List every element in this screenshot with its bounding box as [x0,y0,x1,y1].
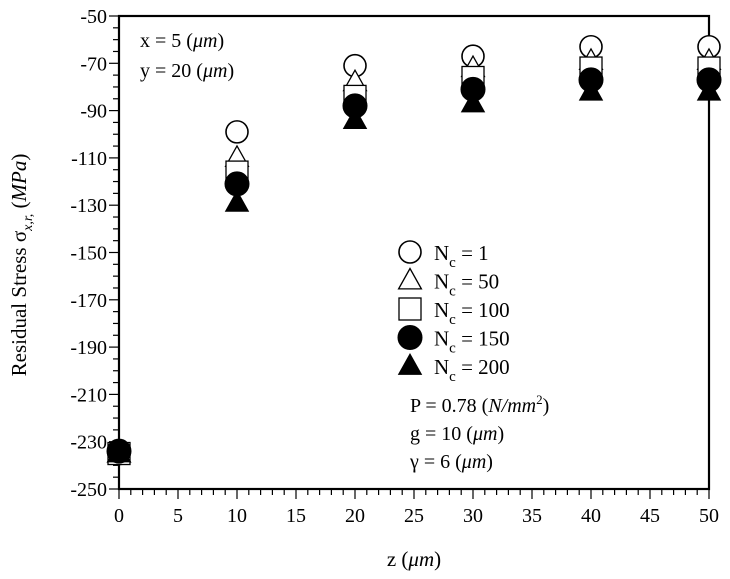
legend-item: Nc = 200 [397,352,510,385]
data-point-triangle-filled [460,90,486,113]
legend-label: Nc = 100 [434,298,510,328]
x-tick-label: 10 [227,505,247,527]
legend-label: Nc = 200 [434,355,510,385]
data-point-triangle-filled [106,440,132,463]
x-tick-label: 20 [345,505,365,527]
legend-label: Nc = 150 [434,327,510,357]
data-series [106,34,722,466]
x-axis-title: z (μm) [387,547,441,571]
legend-marker-circle-open [398,240,422,264]
y-tick-label: -130 [70,195,107,217]
x-tick-label: 0 [114,505,124,527]
y-tick-label: -170 [70,290,107,312]
x-axis-tick-labels: 0 5 10 15 20 25 30 35 40 45 50 [114,505,719,527]
x-tick-label: 5 [173,505,183,527]
y-tick-label: -190 [70,337,107,359]
x-tick-label: 15 [286,505,306,527]
y-axis-title: Residual Stress σx,r, (MPa) [7,154,36,377]
data-point-triangle-filled [224,189,250,212]
legend-label: Nc = 1 [434,241,489,271]
series-triangle-filled [106,78,722,463]
y-tick-label: -230 [70,432,107,454]
x-tick-label: 45 [640,505,660,527]
axes [109,14,711,499]
legend-marker-square-open [398,297,422,321]
x-tick-label: 40 [581,505,601,527]
position-annotation-line: y = 20 (μm) [140,60,234,82]
data-point-circle-open [225,120,249,144]
legend-label: Nc = 50 [434,270,499,300]
parameter-line: γ = 6 (μm) [409,451,493,473]
data-point-triangle-filled [578,78,604,101]
parameter-line: P = 0.78 (N/mm2) [410,392,549,417]
legend-marker-triangle-filled [397,352,423,375]
x-tick-label: 50 [699,505,719,527]
y-tick-label: -250 [70,479,107,501]
y-tick-label: -110 [71,148,107,170]
y-axis-tick-labels: -50 -70 -90 -110 -130 -150 -170 -190 -210 -230 -25… [70,6,107,501]
y-tick-label: -50 [80,6,107,28]
x-tick-label: 30 [463,505,483,527]
position-annotation-line: x = 5 (μm) [140,30,224,52]
y-tick-label: -90 [80,101,107,123]
y-tick-label: -70 [80,53,107,75]
data-point-triangle-filled [342,107,368,129]
legend-item: Nc = 1 [398,240,489,271]
legend-marker-triangle-open [397,267,423,290]
legend-marker-circle-filled [397,325,423,350]
data-point-triangle-filled [696,78,722,101]
parameter-annotation: P = 0.78 (N/mm2) g = 10 (μm) γ = 6 (μm) [409,392,549,473]
legend-item: Nc = 50 [397,267,499,300]
y-tick-label: -210 [70,384,107,406]
x-tick-label: 35 [522,505,542,527]
x-tick-label: 25 [404,505,424,527]
position-annotation: x = 5 (μm) y = 20 (μm) [140,30,234,82]
legend-item: Nc = 150 [397,325,510,357]
legend-item: Nc = 100 [398,297,510,328]
parameter-line: g = 10 (μm) [410,423,504,445]
y-tick-label: -150 [70,243,107,265]
